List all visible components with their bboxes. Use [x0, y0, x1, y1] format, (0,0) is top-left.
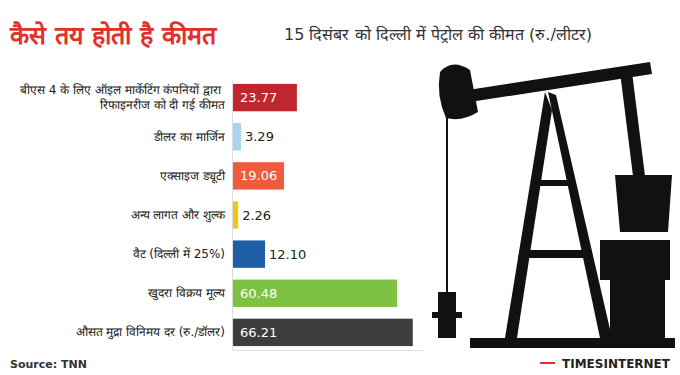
bar [232, 240, 265, 267]
bar [232, 162, 284, 189]
pump-leg [505, 92, 552, 338]
data-label: 19.06 [240, 168, 277, 183]
y-tick: बीएस 4 के लिए ऑइल मार्केटिंग कंपनियों द्… [20, 83, 226, 112]
pump-leg [548, 92, 612, 338]
y-axis: बीएस 4 के लिए ऑइल मार्केटिंग कंपनियों द्… [20, 81, 233, 351]
data-label: 23.77 [240, 90, 277, 105]
title: कैसे तय होती है कीमत [9, 21, 218, 50]
pump-illustration [432, 62, 675, 348]
pump-gearbox [600, 240, 670, 280]
y-tick-label: खुदरा विक्रय मूल्य [148, 286, 226, 301]
y-tick: खुदरा विक्रय मूल्य [148, 286, 226, 301]
footer-rule [540, 362, 555, 364]
bars [232, 84, 413, 346]
y-tick: वैट (दिल्ली में 25%) [133, 247, 225, 261]
pump-leg [518, 250, 592, 258]
y-tick-label: अन्य लागत और शुल्क [131, 208, 226, 223]
chart-root: कैसे तय होती है कीमत 15 दिसंबर को दिल्ली … [0, 0, 680, 375]
bar [232, 84, 297, 111]
y-axis-line [232, 81, 233, 351]
data-label: 12.10 [269, 247, 306, 262]
pump-head [439, 64, 478, 119]
source: Source: TNN [10, 358, 87, 371]
y-tick: एक्साइज ड्यूटी [160, 169, 226, 184]
pump-motor-base [610, 280, 665, 338]
y-tick-label: वैट (दिल्ली में 25%) [133, 247, 225, 261]
pump-counterweight [615, 175, 672, 232]
y-tick-label: औसत मुद्रा विनिमय दर (रु./डॉलर) [76, 325, 225, 340]
credit: TIMESINTERNET [562, 357, 671, 371]
data-label: 60.48 [240, 286, 277, 301]
y-tick-label: डीलर का मार्जिन [153, 130, 225, 144]
subtitle: 15 दिसंबर को दिल्ली में पेट्रोल की कीमत … [284, 25, 592, 44]
data-labels: 23.77 3.29 19.06 2.26 12.10 60.48 66.21 [240, 90, 306, 340]
y-tick-label-line: बीएस 4 के लिए ऑइल मार्केटिंग कंपनियों द्… [20, 83, 225, 97]
bar [232, 123, 241, 150]
data-label: 3.29 [245, 129, 274, 144]
y-tick-label-line: रिफाइनरीज को दी गई कीमत [100, 98, 226, 112]
y-tick: अन्य लागत और शुल्क [131, 208, 226, 223]
y-tick: औसत मुद्रा विनिमय दर (रु./डॉलर) [76, 325, 225, 340]
pump-wellhead [432, 312, 462, 318]
y-tick: डीलर का मार्जिन [153, 130, 225, 144]
pump-rod [446, 115, 448, 295]
pump-leg [531, 180, 572, 186]
x-axis [233, 350, 424, 351]
y-tick-label: एक्साइज ड्यूटी [160, 169, 226, 184]
y-tick-label: बीएस 4 के लिए ऑइल मार्केटिंग कंपनियों द्… [20, 83, 226, 112]
data-label: 66.21 [240, 325, 277, 340]
pump-base [470, 338, 675, 348]
bar [232, 280, 397, 307]
bar [232, 319, 413, 346]
data-label: 2.26 [242, 208, 271, 223]
x-axis-line [233, 350, 424, 351]
